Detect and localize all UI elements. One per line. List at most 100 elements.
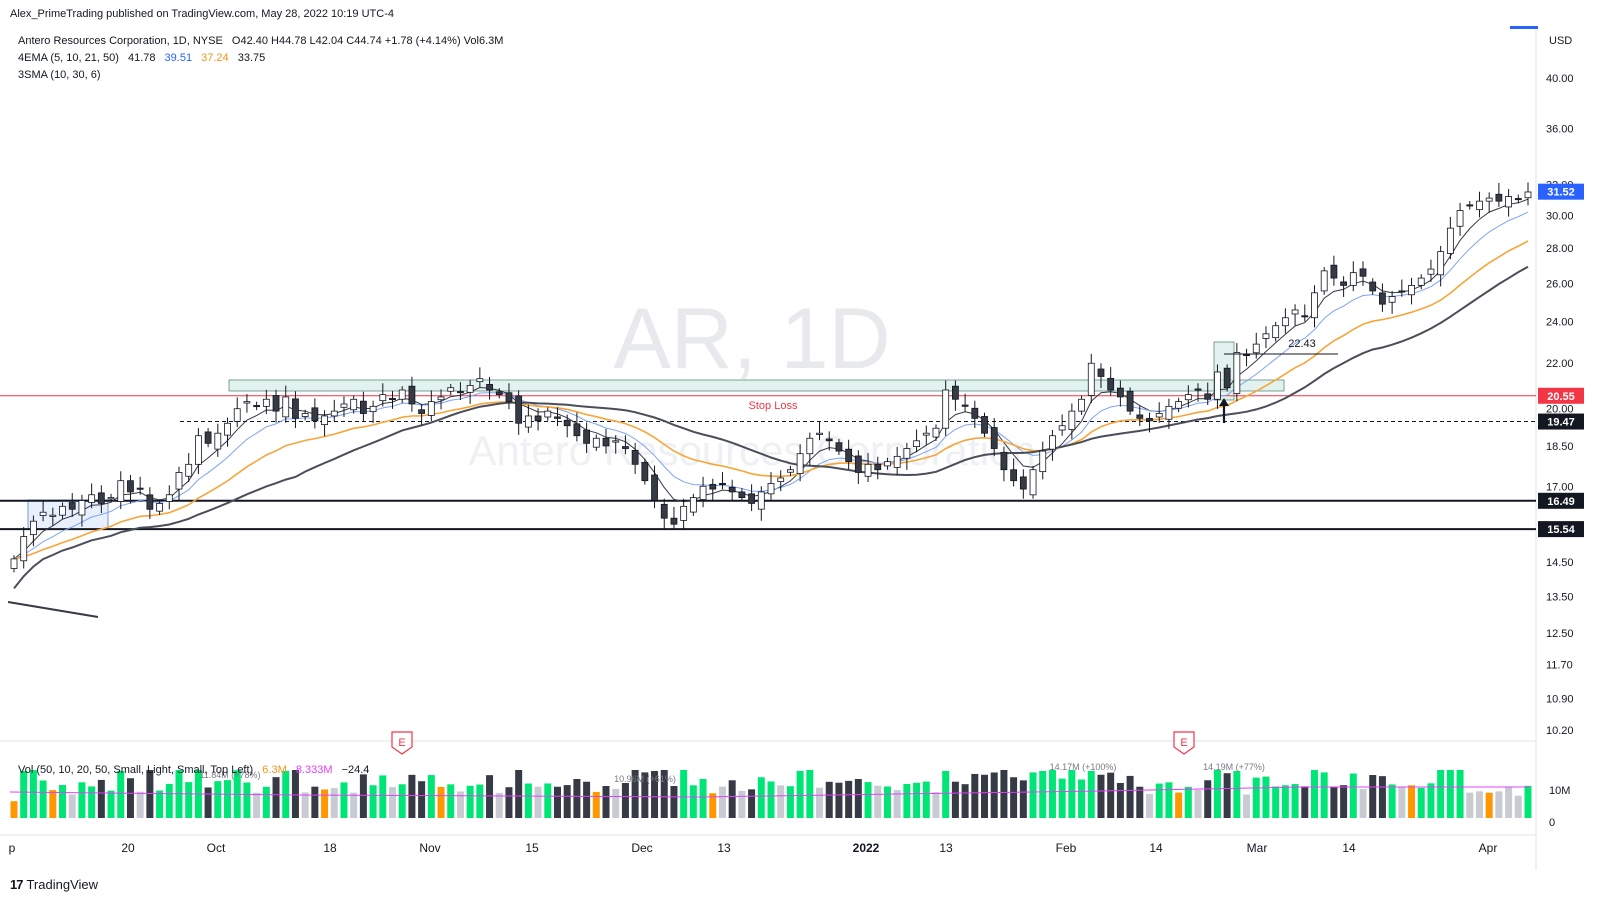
candle-down bbox=[389, 390, 396, 409]
price-badge-bg bbox=[1538, 492, 1584, 509]
price-axis-tick: 17.00 bbox=[1546, 481, 1574, 493]
candle-down bbox=[1204, 382, 1212, 406]
candle-up bbox=[301, 409, 309, 421]
volume-bar bbox=[796, 770, 804, 818]
candle-up bbox=[321, 410, 328, 437]
earnings-marker[interactable]: E bbox=[391, 731, 413, 755]
time-axis-label: p bbox=[9, 841, 16, 855]
volume-bar bbox=[291, 770, 299, 818]
volume-bar bbox=[874, 785, 882, 818]
volume-bar bbox=[883, 786, 891, 818]
candle-down bbox=[272, 389, 280, 423]
candle-down bbox=[534, 408, 542, 431]
candle-body bbox=[457, 391, 464, 394]
volume-bar bbox=[1126, 775, 1134, 818]
volume-bar bbox=[1262, 776, 1270, 818]
volume-bar bbox=[718, 786, 726, 818]
candle-down bbox=[1146, 412, 1153, 433]
price-axis-tick: 18.50 bbox=[1546, 441, 1574, 453]
candle-up bbox=[107, 493, 115, 502]
candle-up bbox=[340, 396, 348, 417]
volume-bar bbox=[864, 782, 872, 818]
candle-up bbox=[49, 507, 57, 526]
volume-bar bbox=[1116, 782, 1124, 818]
arrow-up-icon bbox=[1219, 398, 1229, 423]
candle-body bbox=[1340, 281, 1348, 286]
volume-bar bbox=[748, 789, 756, 818]
candle-up bbox=[447, 383, 455, 396]
candle-body bbox=[1476, 200, 1483, 211]
candle-body bbox=[10, 558, 18, 569]
candle-body bbox=[272, 395, 280, 412]
volume-bar bbox=[214, 781, 222, 818]
volume-bar bbox=[253, 792, 261, 818]
volume-callout: 10.96M (+61%) bbox=[614, 774, 676, 784]
volume-bar bbox=[1019, 780, 1027, 818]
volume-bar bbox=[1446, 770, 1454, 818]
time-axis-label: 14 bbox=[1342, 841, 1356, 855]
legend-symbol[interactable]: Antero Resources Corporation, 1D, NYSE O… bbox=[18, 35, 503, 47]
legend-ema-value: 41.78 bbox=[127, 52, 156, 64]
trend-line[interactable] bbox=[7, 601, 99, 618]
candle-down bbox=[146, 487, 154, 519]
volume-bar bbox=[1136, 786, 1144, 818]
candle-down bbox=[1466, 201, 1474, 210]
candles bbox=[10, 182, 1532, 573]
price-badge-value: 31.52 bbox=[1547, 187, 1575, 199]
volume-bar bbox=[786, 786, 794, 818]
candle-up bbox=[932, 424, 940, 441]
volume-bar bbox=[379, 775, 387, 818]
price-badge: 16.49 bbox=[1538, 492, 1584, 509]
earnings-marker[interactable]: E bbox=[1173, 731, 1195, 755]
candle-body bbox=[641, 462, 649, 482]
volume-bar bbox=[893, 790, 901, 818]
candle-body bbox=[214, 432, 222, 450]
legend-ema[interactable]: 4EMA (5, 10, 21, 50) 41.78 39.51 37.24 3… bbox=[18, 52, 265, 64]
price-axis-tick: 10.20 bbox=[1546, 725, 1574, 737]
volume-scale-tick: 0 bbox=[1549, 817, 1555, 829]
earnings-letter: E bbox=[1180, 737, 1187, 749]
volume-bar bbox=[1087, 770, 1095, 818]
candle-body bbox=[389, 398, 396, 401]
legend-sma[interactable]: 3SMA (10, 30, 6) bbox=[18, 69, 101, 81]
candle-body bbox=[1107, 377, 1115, 391]
candle-body bbox=[437, 396, 445, 401]
time-axis-label: 13 bbox=[717, 841, 731, 855]
candle-body bbox=[321, 415, 328, 426]
price-axis-tick: 28.00 bbox=[1546, 243, 1574, 255]
candle-down bbox=[204, 428, 212, 448]
price-axis-tick: 13.50 bbox=[1546, 591, 1574, 603]
candle-down bbox=[670, 506, 678, 530]
candle-up bbox=[1058, 414, 1066, 436]
candle-body bbox=[1175, 401, 1183, 409]
price-badge-bg bbox=[1538, 387, 1584, 404]
candle-up bbox=[437, 389, 445, 410]
candle-up bbox=[30, 515, 37, 547]
volume-bar bbox=[835, 782, 843, 818]
candle-body bbox=[1291, 309, 1299, 315]
candle-up bbox=[214, 423, 222, 457]
candle-down bbox=[1126, 387, 1134, 415]
candle-up bbox=[466, 379, 474, 404]
volume-bar bbox=[1204, 780, 1212, 818]
candle-body bbox=[534, 415, 542, 422]
volume-bar bbox=[1359, 788, 1367, 818]
candle-body bbox=[1408, 284, 1415, 296]
candle-down bbox=[1097, 363, 1105, 389]
footer-brand[interactable]: 17 TradingView bbox=[10, 877, 98, 892]
resistance-zone[interactable] bbox=[228, 379, 1285, 392]
candle-up bbox=[767, 472, 775, 500]
candle-down bbox=[359, 391, 367, 422]
candle-down bbox=[981, 412, 988, 438]
horizontal-levels bbox=[0, 395, 1536, 531]
candle-body bbox=[146, 494, 154, 510]
volume-bar bbox=[612, 788, 620, 818]
candle-body bbox=[447, 387, 455, 392]
volume-legend[interactable]: Vol (50, 10, 20, 50, Small, Light, Small… bbox=[18, 764, 369, 776]
volume-bar bbox=[1301, 786, 1309, 818]
candle-down bbox=[563, 414, 571, 438]
price-badge: 19.47 bbox=[1538, 413, 1584, 430]
volume-bars bbox=[9, 770, 1532, 818]
candle-body bbox=[1427, 268, 1435, 275]
